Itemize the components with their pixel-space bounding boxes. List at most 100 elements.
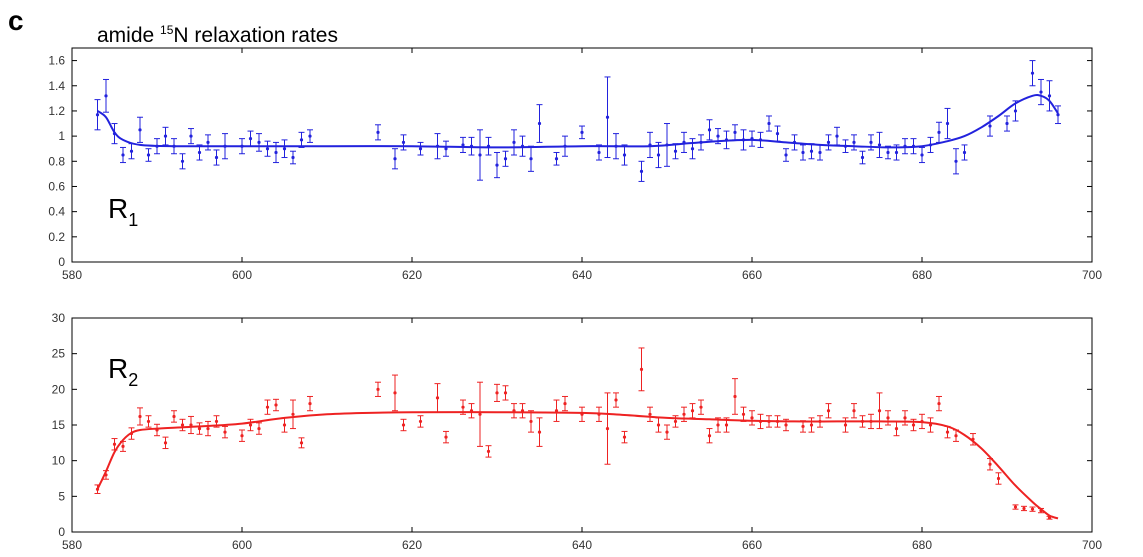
r2-point-marker (104, 473, 108, 477)
r1-point-marker (818, 150, 822, 155)
r2-point-marker (376, 387, 380, 391)
r1-data-point (927, 136, 934, 153)
r2-data-point (1021, 505, 1027, 512)
r1-point-marker (852, 140, 856, 145)
r1-data-point (188, 128, 194, 145)
r2-point-marker (138, 414, 142, 419)
r2-data-point (893, 420, 900, 437)
r2-point-marker (461, 405, 465, 409)
r2-point-marker (750, 416, 754, 420)
r1-point-marker (707, 128, 712, 132)
r1-data-point (154, 138, 160, 155)
r1-data-point (477, 129, 483, 181)
r1-y-tick-label: 0.6 (48, 179, 65, 193)
r1-data-point (987, 115, 993, 137)
r2-point-marker (495, 391, 499, 395)
r1-point-marker (1047, 94, 1052, 98)
r1-point-marker (648, 143, 652, 147)
r2-point-marker (444, 435, 448, 439)
r2-point-marker (299, 441, 304, 445)
r2-data-point (375, 381, 381, 397)
r2-point-marker (129, 431, 134, 436)
r1-point-marker (784, 153, 788, 157)
r2-x-tick-label: 680 (912, 538, 932, 552)
r2-data-point (196, 422, 203, 435)
r1-point-marker (809, 149, 814, 153)
r1-point-marker (665, 143, 669, 147)
r2-data-point (562, 395, 568, 412)
r2-point-marker (733, 394, 737, 399)
r1-point-marker (597, 150, 601, 155)
r1-point-marker (750, 137, 754, 141)
r2-point-marker (911, 423, 916, 427)
r1-data-point (290, 150, 296, 165)
r2-data-point (188, 415, 194, 435)
r2-point-marker (665, 430, 669, 434)
r2-point-marker (928, 423, 933, 427)
r1-point-marker (206, 140, 210, 145)
r1-point-marker (1039, 90, 1043, 94)
r2-data-point (111, 438, 118, 451)
r2-data-point (842, 417, 849, 433)
r1-y-tick-label: 0.8 (48, 154, 65, 168)
r2-data-point (553, 399, 560, 422)
r1-data-point (553, 151, 560, 166)
r1-data-point (417, 141, 424, 156)
r2-data-point (273, 398, 279, 412)
r1-data-point (698, 134, 704, 151)
r2-data-point (647, 406, 653, 422)
r2-data-point (434, 383, 441, 413)
r1-point-marker (444, 147, 448, 151)
r2-point-marker (903, 416, 907, 420)
r2-data-point (808, 417, 815, 433)
r2-point-marker (852, 409, 856, 413)
r1-point-marker (393, 157, 397, 161)
r2-point-marker (401, 423, 406, 427)
r1-point-marker (214, 155, 219, 160)
r1-point-marker (605, 115, 610, 119)
r1-point-marker (163, 134, 168, 138)
r2-point-marker (163, 441, 168, 445)
r2-point-marker (741, 412, 746, 416)
r2-point-marker (690, 409, 695, 413)
r2-point-marker (818, 419, 822, 424)
r1-point-marker (937, 130, 941, 134)
r2-point-marker (1030, 507, 1035, 511)
r1-point-marker (563, 144, 567, 148)
r2-point-marker (971, 437, 975, 441)
r2-data-point (715, 417, 721, 433)
r2-data-point (868, 413, 874, 430)
r1-data-point (706, 119, 713, 141)
r1-data-point (1012, 100, 1019, 122)
r1-x-tick-label: 600 (232, 268, 252, 282)
r1-point-marker (520, 144, 525, 148)
r1-data-point (205, 134, 211, 151)
r2-data-point (613, 392, 619, 408)
r2-data-point (783, 418, 789, 432)
r1-data-point (655, 141, 662, 169)
r1-data-point (825, 134, 832, 151)
r2-point-marker (639, 367, 644, 371)
r1-point-marker (639, 169, 644, 173)
r1-point-marker (240, 144, 244, 148)
r2-point-marker (682, 412, 686, 416)
r2-x-tick-label: 620 (402, 538, 422, 552)
r2-data-point (264, 399, 271, 415)
title-suffix: N relaxation rates (173, 24, 338, 47)
r1-data-point (766, 115, 772, 132)
r1-data-point (681, 131, 687, 153)
title-prefix: amide (97, 24, 160, 47)
r1-y-tick-label: 0.4 (48, 205, 65, 219)
r2-data-point (256, 422, 262, 435)
r2-data-point (774, 415, 781, 428)
r2-point-marker (954, 434, 958, 438)
r1-data-point (443, 140, 449, 157)
r1-data-point (638, 160, 645, 182)
r1-point-marker (512, 140, 516, 145)
r2-data-point (307, 395, 313, 412)
r2-point-marker (767, 419, 771, 424)
r2-data-point (502, 385, 509, 401)
r1-data-point (604, 76, 611, 159)
r2-point-marker (240, 434, 244, 438)
r2-data-point (621, 430, 628, 444)
